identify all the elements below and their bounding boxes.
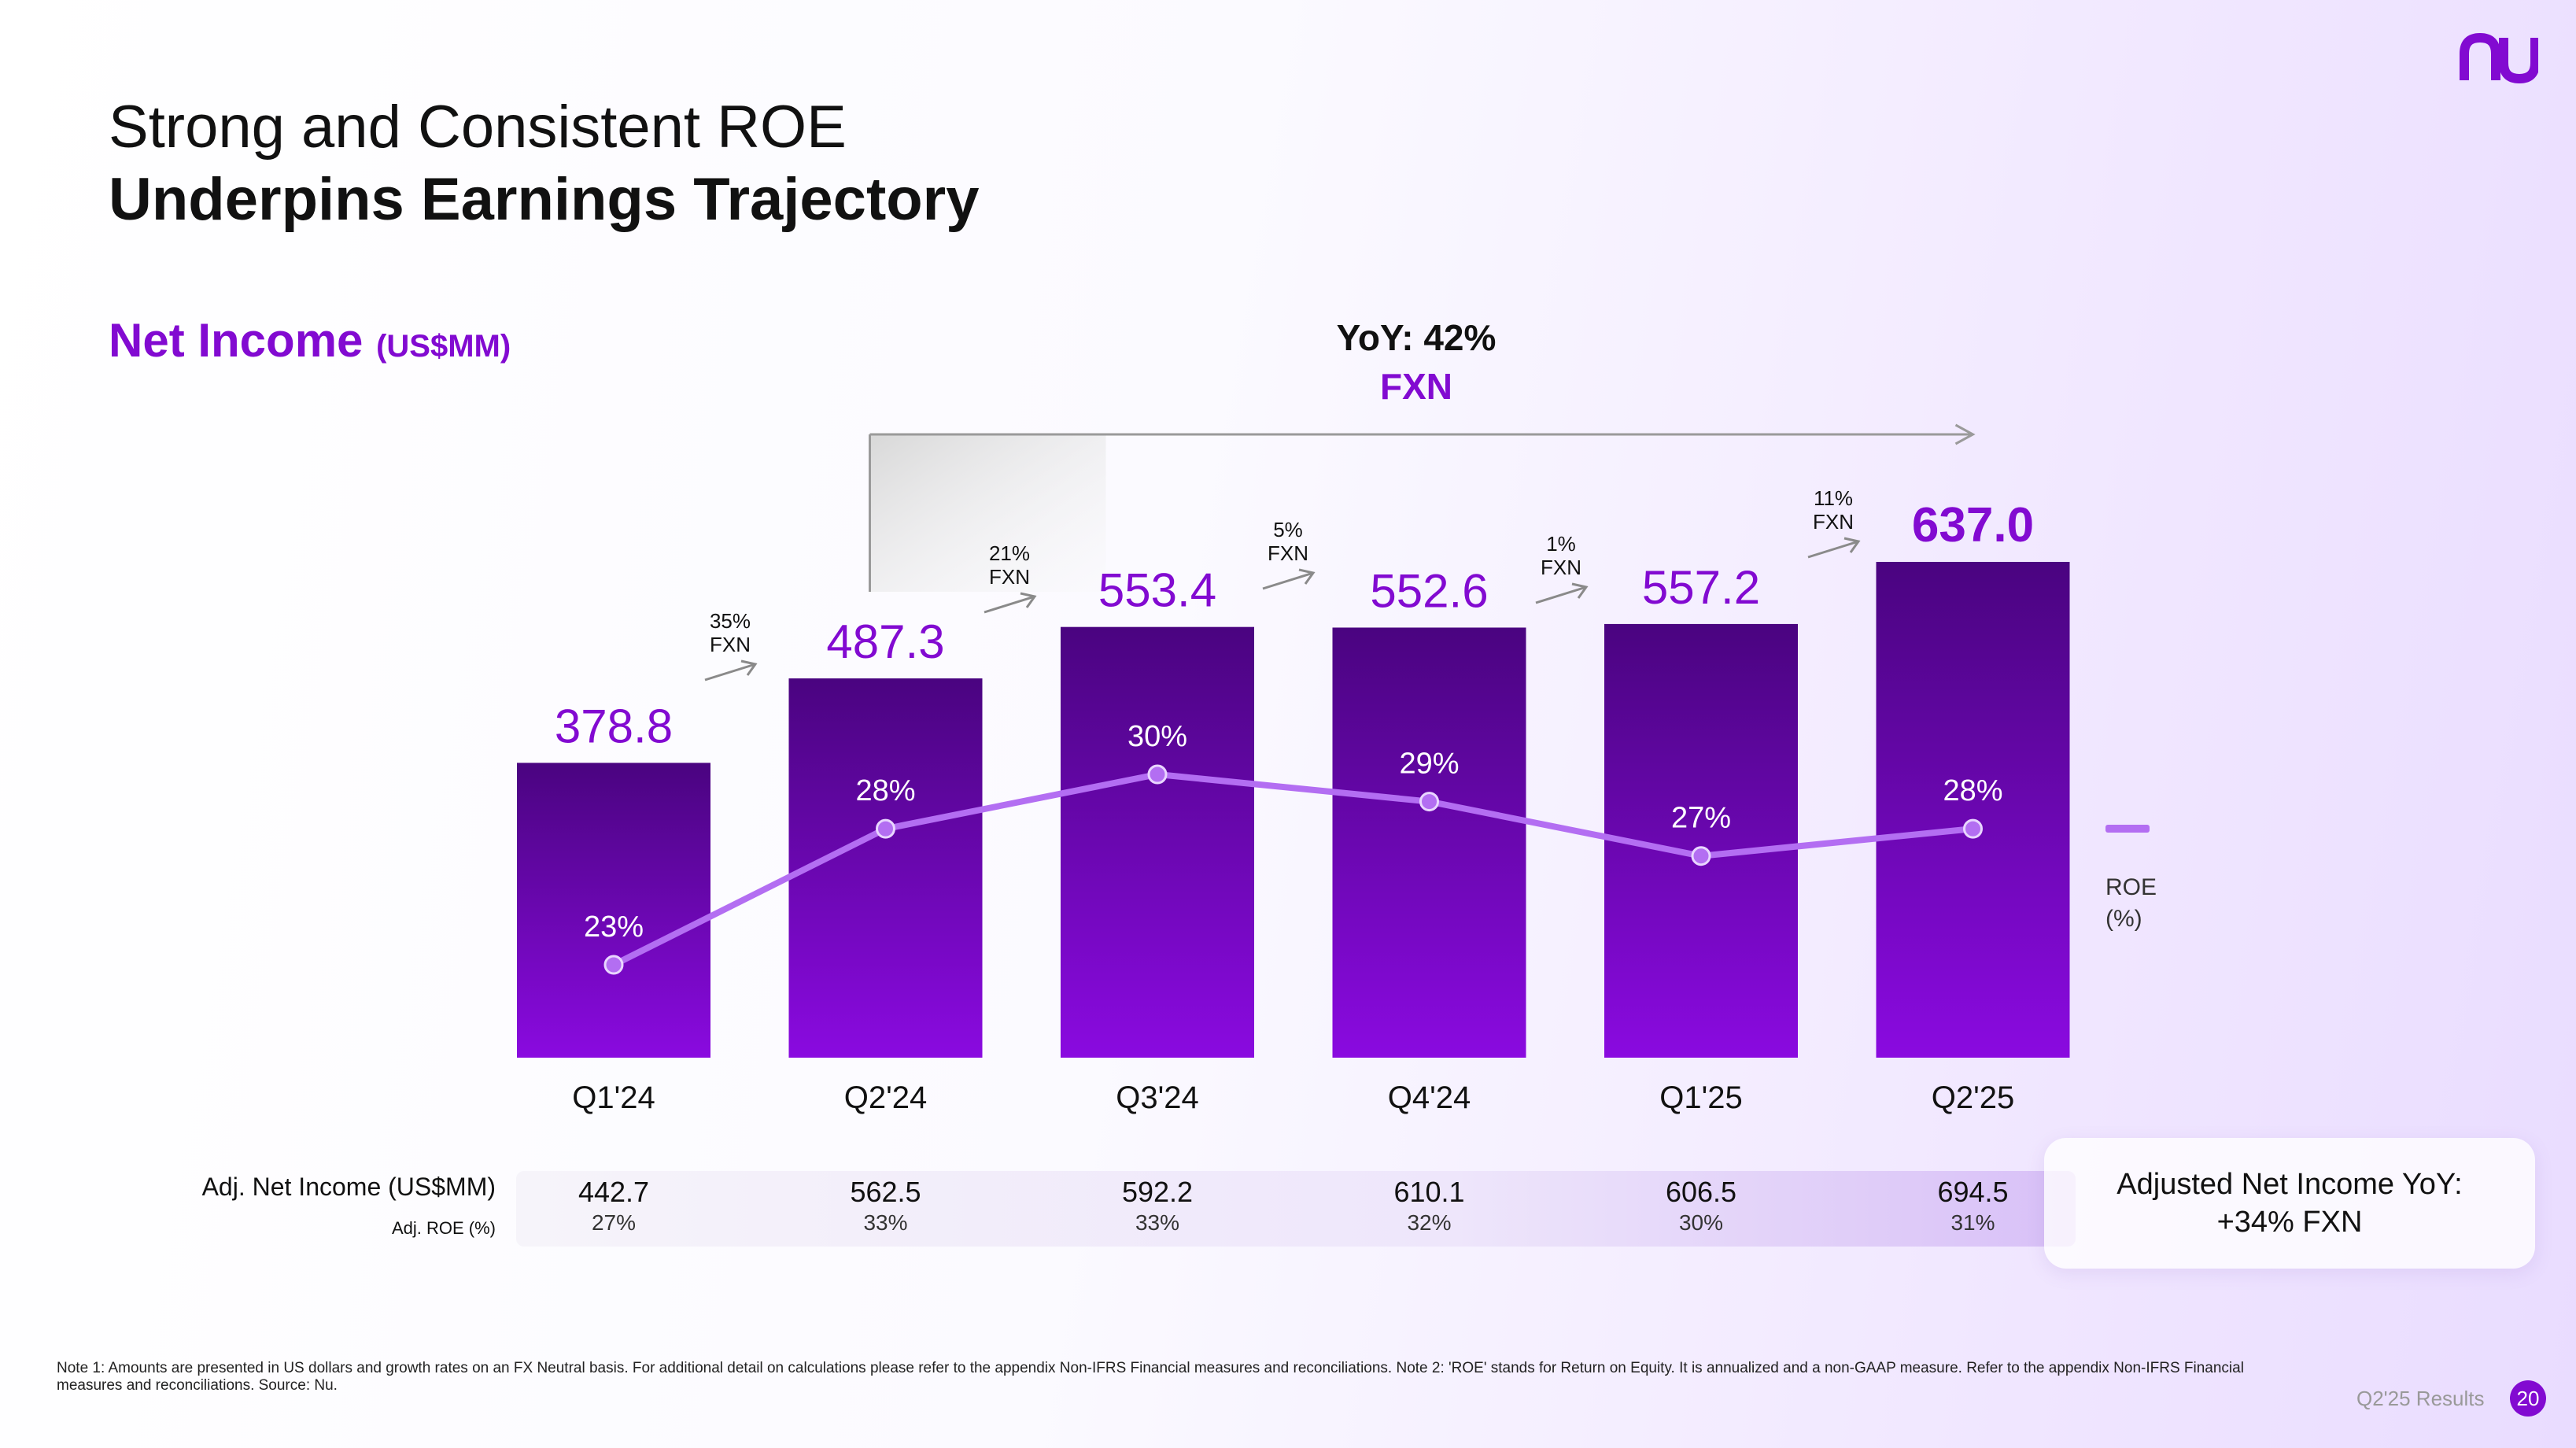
adjusted-cell-4: 606.5 30% [1603,1176,1799,1236]
adj-roe-value-2: 33% [1135,1210,1180,1235]
growth-arrowhead-1 [1020,592,1037,608]
bar-value-label-2: 553.4 [1098,564,1216,617]
growth-arrowhead-2 [1298,568,1316,585]
roe-point-5 [1963,818,1983,839]
bar-5 [1876,562,2070,1058]
growth-pct-3: 1% [1546,532,1576,556]
bar-value-label-1: 487.3 [826,615,944,668]
adj-roe-value-1: 33% [863,1210,908,1235]
callout-line-2: +34% FXN [2216,1206,2363,1239]
adjusted-cell-2: 592.2 33% [1059,1176,1256,1236]
roe-point-0 [603,955,624,975]
bar-value-label-4: 557.2 [1642,561,1760,614]
adjusted-values-strip: 442.7 27% 562.5 33% 592.2 33% 610.1 32% 606.5 30%… [516,1171,2076,1247]
roe-point-1 [876,818,895,839]
adj-net-income-value-2: 592.2 [1121,1176,1194,1208]
adj-roe-value-0: 27% [591,1210,637,1235]
category-label-0: Q1'24 [572,1080,655,1115]
growth-fxn-1: FXN [989,565,1030,589]
title-line-2: Underpins Earnings Trajectory [109,166,980,233]
roe-value-label-2: 30% [1127,720,1187,753]
bar-0 [517,763,710,1058]
adj-roe-label: Adj. ROE (%) [391,1218,496,1238]
roe-value-label-0: 23% [584,911,644,944]
roe-point-2 [1147,764,1168,785]
adjusted-cell-5: 694.5 31% [1875,1176,2072,1236]
growth-pct-0: 35% [710,609,751,633]
category-label-1: Q2'24 [844,1080,928,1115]
adj-roe-value-3: 32% [1407,1210,1452,1235]
adjusted-cell-1: 562.5 33% [788,1176,984,1236]
adjusted-cell-3: 610.1 32% [1331,1176,1528,1236]
growth-arrowhead-0 [740,659,758,676]
adj-net-income-value-3: 610.1 [1393,1176,1465,1208]
growth-arrow-3 [1535,585,1587,604]
adj-net-income-value-1: 562.5 [850,1176,921,1208]
roe-value-label-1: 28% [855,774,915,807]
growth-arrow-4 [1807,540,1859,559]
title-line-1: Strong and Consistent ROE [109,94,847,161]
category-label-2: Q3'24 [1116,1080,1199,1115]
footnote: Note 1: Amounts are presented in US doll… [57,1360,2244,1394]
growth-pct-1: 21% [989,541,1030,565]
footer-label: Q2'25 Results [2356,1387,2485,1410]
callout-line-1: Adjusted Net Income YoY: [2117,1168,2463,1201]
growth-arrowhead-3 [1571,582,1589,599]
adjusted-yoy-callout: Adjusted Net Income YoY: +34% FXN [2044,1138,2535,1269]
roe-value-label-3: 29% [1399,748,1459,781]
growth-pct-2: 5% [1273,518,1303,541]
growth-fxn-0: FXN [710,633,751,656]
bar-3 [1332,627,1526,1058]
growth-arrow-2 [1262,571,1314,590]
category-label-3: Q4'24 [1388,1080,1471,1115]
adj-net-income-label: Adj. Net Income (US$MM) [201,1173,496,1201]
yoy-growth-label: YoY: 42% [1336,317,1497,358]
growth-arrow-1 [984,595,1035,614]
roe-legend-label: ROE (%) [2105,872,2157,935]
adjusted-cell-0: 442.7 27% [515,1176,712,1236]
growth-fxn-4: FXN [1813,510,1854,534]
roe-value-label-5: 28% [1943,774,2002,807]
section-title: Net Income (US$MM) [109,313,511,368]
yoy-fxn-label: FXN [1380,366,1452,407]
adj-net-income-value-5: 694.5 [1937,1176,2009,1208]
bar-2 [1061,626,1254,1058]
page-number: 20 [2510,1380,2546,1417]
growth-pct-4: 11% [1814,486,1853,510]
growth-fxn-3: FXN [1541,556,1581,579]
growth-arrow-0 [704,663,756,682]
category-label-5: Q2'25 [1932,1080,2015,1115]
adj-net-income-value-4: 606.5 [1665,1176,1737,1208]
roe-point-3 [1419,792,1439,812]
adj-net-income-value-0: 442.7 [578,1176,650,1208]
section-unit: (US$MM) [376,329,511,364]
bar-value-label-5: 637.0 [1912,498,2034,552]
bar-value-label-0: 378.8 [555,700,673,752]
roe-legend-line2: (%) [2105,906,2142,932]
bar-1 [788,678,983,1058]
roe-line [612,771,1973,968]
nu-logo: nu [2460,32,2538,84]
category-label-4: Q1'25 [1659,1080,1743,1115]
bar-value-label-3: 552.6 [1370,564,1488,617]
roe-point-4 [1691,846,1711,866]
section-label: Net Income [109,314,364,367]
roe-legend-line1: ROE [2105,874,2157,900]
adj-roe-value-5: 31% [1950,1210,1995,1235]
adj-roe-value-4: 30% [1678,1210,1724,1235]
yoy-bracket-shade [869,434,1106,592]
roe-legend-line [2105,825,2150,833]
roe-value-label-4: 27% [1671,802,1731,835]
yoy-bracket-arrow [1954,423,1976,445]
growth-fxn-2: FXN [1268,541,1308,565]
growth-arrowhead-4 [1843,537,1861,553]
